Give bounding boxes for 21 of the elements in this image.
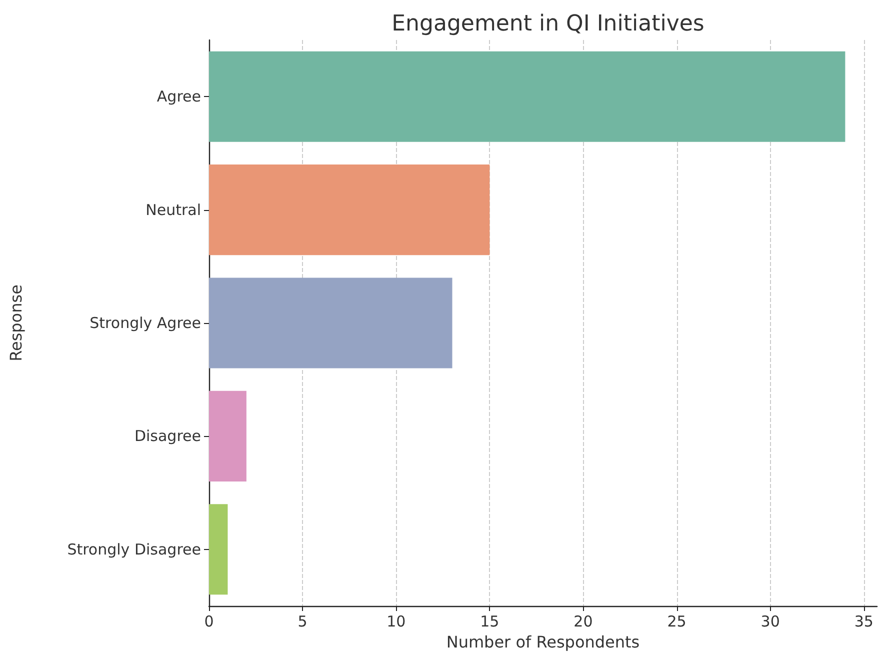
y-tick-label: Agree: [156, 88, 201, 106]
x-tick-label: 25: [667, 612, 686, 630]
bar: [209, 164, 490, 256]
x-tick-label: 15: [480, 612, 500, 630]
bar: [209, 51, 846, 142]
y-tick-label: Strongly Agree: [90, 314, 201, 332]
y-axis-title: Response: [6, 284, 26, 362]
y-tick-label: Disagree: [134, 427, 201, 446]
x-axis-title: Number of Respondents: [446, 632, 640, 652]
chart-title: Engagement in QI Initiatives: [392, 12, 704, 36]
x-tick-label: 20: [574, 612, 593, 630]
bar: [209, 504, 228, 595]
x-tick-label: 5: [298, 612, 308, 630]
bar: [209, 278, 452, 368]
y-tick-label: Neutral: [146, 200, 201, 219]
bar: [209, 390, 246, 482]
x-tick-label: 30: [760, 612, 780, 630]
x-tick-label: 10: [386, 612, 406, 630]
x-tick-label: 35: [854, 612, 874, 630]
x-tick-label: 0: [204, 612, 214, 630]
y-tick-label: Strongly Disagree: [67, 540, 201, 558]
